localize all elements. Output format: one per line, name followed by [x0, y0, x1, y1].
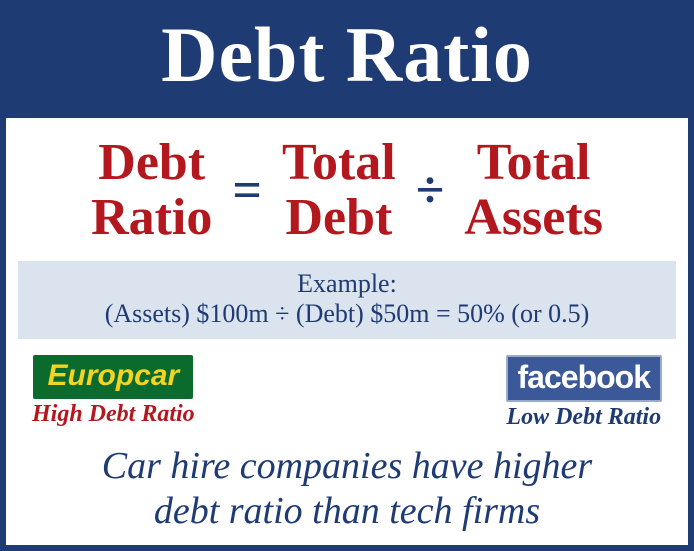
- term-text: Assets: [464, 191, 603, 246]
- term-text: Total: [282, 136, 396, 191]
- example-label: Example:: [24, 269, 670, 299]
- example-calculation: (Assets) $100m ÷ (Debt) $50m = 50% (or 0…: [24, 299, 670, 329]
- europcar-logo-text: Europcar: [47, 359, 179, 392]
- logos-row: Europcar High Debt Ratio facebook Low De…: [6, 349, 688, 431]
- facebook-logo-text: facebook: [518, 359, 650, 395]
- infographic-frame: Debt Ratio Debt Ratio = Total Debt ÷ Tot…: [0, 0, 694, 551]
- facebook-logo: facebook: [506, 355, 662, 402]
- conclusion-line1: Car hire companies have higher: [102, 445, 592, 487]
- europcar-block: Europcar High Debt Ratio: [32, 355, 195, 428]
- example-box: Example: (Assets) $100m ÷ (Debt) $50m = …: [18, 261, 676, 339]
- term-text: Debt: [98, 136, 205, 191]
- europcar-logo: Europcar: [33, 355, 193, 399]
- facebook-block: facebook Low Debt Ratio: [506, 355, 662, 431]
- term-text: Total: [477, 136, 591, 191]
- title-bar: Debt Ratio: [6, 6, 688, 118]
- formula-term-total-assets: Total Assets: [464, 136, 603, 245]
- formula-row: Debt Ratio = Total Debt ÷ Total Assets: [6, 118, 688, 255]
- title-text: Debt Ratio: [161, 11, 533, 98]
- divide-operator: ÷: [412, 161, 449, 220]
- term-text: Ratio: [91, 191, 212, 246]
- europcar-caption: High Debt Ratio: [32, 401, 195, 428]
- equals-operator: =: [228, 161, 266, 220]
- conclusion-text: Car hire companies have higher debt rati…: [6, 436, 688, 545]
- facebook-caption: Low Debt Ratio: [506, 404, 661, 431]
- formula-term-total-debt: Total Debt: [282, 136, 396, 245]
- conclusion-line2: debt ratio than tech firms: [154, 490, 540, 532]
- formula-term-debt-ratio: Debt Ratio: [91, 136, 212, 245]
- term-text: Debt: [285, 191, 392, 246]
